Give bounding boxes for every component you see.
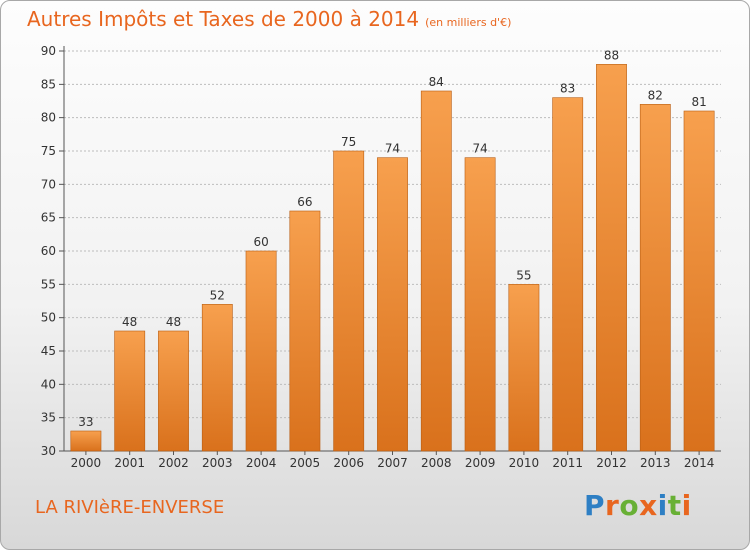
- data-label: 74: [385, 142, 400, 156]
- bar: [158, 330, 189, 452]
- x-tick-label: 2013: [640, 456, 671, 470]
- bar: [596, 64, 627, 452]
- y-tick-label: 75: [41, 144, 56, 158]
- logo-letter: r: [605, 489, 620, 522]
- x-tick-label: 2005: [290, 456, 321, 470]
- data-label: 74: [472, 142, 487, 156]
- unit-note: (en milliers d'€): [425, 16, 512, 29]
- logo-letter: P: [584, 489, 606, 522]
- data-label: 33: [78, 415, 93, 429]
- x-tick-label: 2009: [465, 456, 496, 470]
- bar: [289, 210, 321, 452]
- logo-letter: o: [619, 489, 640, 522]
- y-tick-label: 70: [41, 177, 56, 191]
- bar: [377, 157, 408, 452]
- data-label: 60: [253, 235, 268, 249]
- bar: [201, 304, 233, 452]
- x-tick-label: 2008: [421, 456, 452, 470]
- x-tick-label: 2014: [684, 456, 715, 470]
- bar: [639, 104, 671, 452]
- data-label: 84: [429, 75, 444, 89]
- data-label: 48: [122, 315, 137, 329]
- commune-name: LA RIVIèRE-ENVERSE: [35, 497, 225, 518]
- bar: [70, 430, 102, 452]
- data-label: 66: [297, 195, 312, 209]
- bar: [333, 150, 365, 452]
- y-tick-label: 60: [41, 244, 56, 258]
- bar: [552, 97, 584, 452]
- bar: [420, 90, 452, 452]
- x-tick-label: 2003: [202, 456, 233, 470]
- value-labels: 33 48 48 52 60 66 75 74 84 74 55 83 88 82 81: [78, 48, 706, 429]
- x-tick-label: 2001: [114, 456, 145, 470]
- data-label: 75: [341, 135, 356, 149]
- bar: [508, 284, 540, 452]
- y-tick-label: 50: [41, 311, 56, 325]
- x-tick-label: 2011: [552, 456, 583, 470]
- logo-letter: t: [667, 489, 682, 522]
- bar: [114, 330, 146, 452]
- logo-letter: i: [657, 489, 668, 522]
- x-tick-label: 2007: [377, 456, 408, 470]
- x-tick-label: 2002: [158, 456, 189, 470]
- logo-letter: i: [681, 489, 692, 522]
- x-tick-label: 2012: [596, 456, 627, 470]
- data-label: 52: [210, 288, 225, 302]
- y-tick-label: 85: [41, 77, 56, 91]
- bar: [464, 157, 496, 452]
- y-tick-label: 80: [41, 111, 56, 125]
- data-label: 88: [604, 48, 619, 62]
- chart-title: Autres Impôts et Taxes de 2000 à 2014 (en…: [27, 7, 512, 31]
- data-label: 48: [166, 315, 181, 329]
- x-tick-label: 2006: [333, 456, 364, 470]
- bar: [683, 110, 715, 452]
- logo-letter: x: [639, 489, 658, 522]
- y-tick-label: 55: [41, 277, 56, 291]
- x-tick-label: 2010: [509, 456, 540, 470]
- y-tick-label: 30: [41, 444, 56, 458]
- y-tick-label: 65: [41, 211, 56, 225]
- data-label: 55: [516, 268, 531, 282]
- data-label: 83: [560, 82, 575, 96]
- proxiti-logo: Proxiti: [584, 489, 692, 522]
- x-tick-label: 2000: [71, 456, 102, 470]
- data-label: 82: [648, 88, 663, 102]
- y-tick-label: 90: [41, 44, 56, 58]
- bar: [245, 250, 277, 452]
- y-tick-label: 35: [41, 411, 56, 425]
- y-tick-label: 40: [41, 377, 56, 391]
- x-tick-label: 2004: [246, 456, 277, 470]
- bars: [70, 64, 715, 452]
- data-label: 81: [691, 95, 706, 109]
- y-tick-label: 45: [41, 344, 56, 358]
